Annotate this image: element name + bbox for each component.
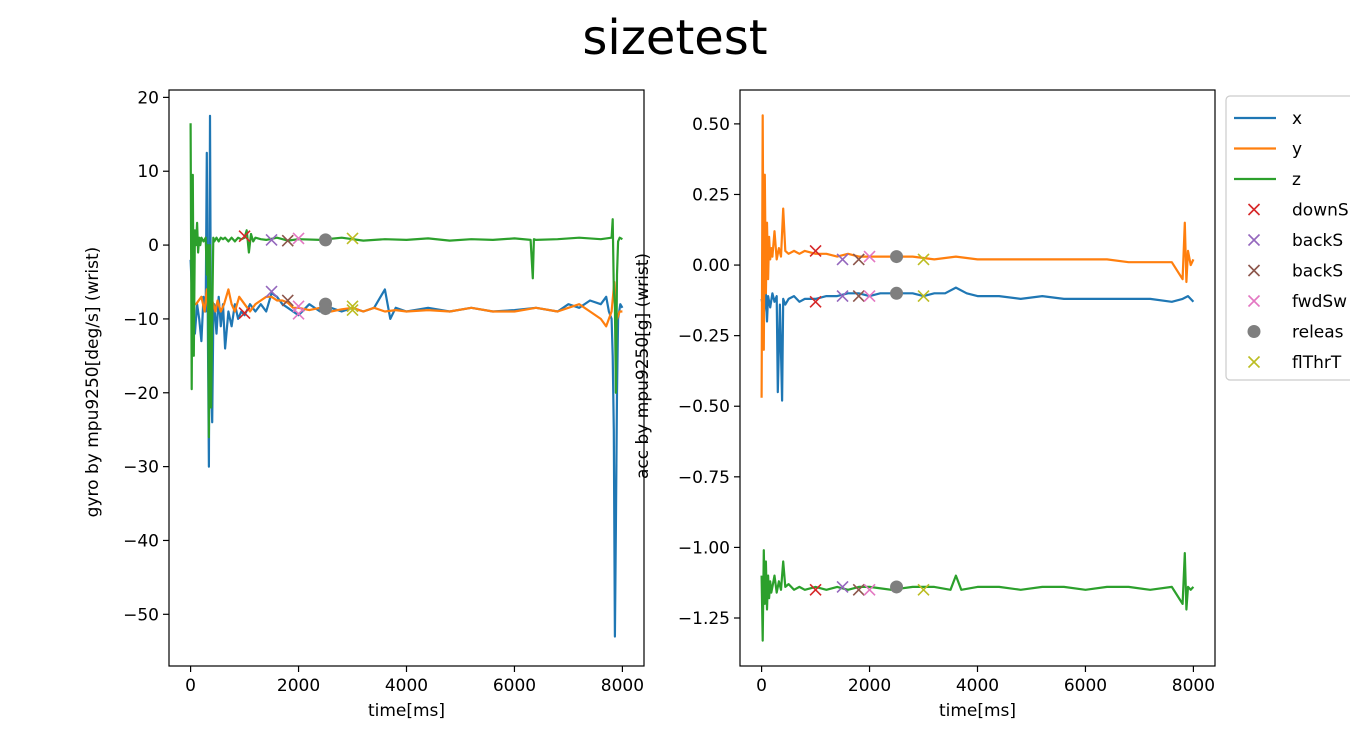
series-line-z bbox=[189, 123, 623, 439]
event-marker-releas bbox=[890, 286, 904, 300]
series-line-x bbox=[760, 286, 1195, 402]
legend-label: downS bbox=[1292, 201, 1349, 221]
figure-title: sizetest bbox=[582, 10, 767, 66]
event-marker-backS bbox=[836, 290, 849, 303]
gyro-plot: 0 2000 4000 6000 8000 20 10 0 −10 −20 −30 −40 −50 tim… bbox=[83, 88, 645, 721]
x-tick-label: 4000 bbox=[956, 676, 999, 696]
y-tick-label: −0.75 bbox=[678, 468, 730, 488]
event-marker-fwdSw bbox=[292, 307, 305, 320]
event-marker-fwdSw bbox=[863, 290, 876, 303]
event-marker-downS bbox=[809, 295, 822, 308]
legend-box bbox=[1225, 95, 1350, 381]
x-tick-label: 8000 bbox=[601, 676, 644, 696]
y-tick-label: −10 bbox=[123, 310, 159, 330]
legend-label: x bbox=[1292, 109, 1302, 129]
y-tick-label: −0.25 bbox=[678, 327, 730, 347]
legend: xyz downS backS backS fwdSw releas flThrT bbox=[1225, 95, 1350, 381]
series-line-x bbox=[189, 114, 624, 638]
event-marker-downS bbox=[238, 230, 251, 243]
plot-area bbox=[760, 114, 1195, 642]
y-tick-label: 10 bbox=[137, 162, 159, 182]
y-tick-label: 0.50 bbox=[692, 115, 730, 135]
y-tick-label: −30 bbox=[123, 458, 159, 478]
series-line-y bbox=[190, 280, 623, 328]
y-tick-label: 0.00 bbox=[692, 256, 730, 276]
x-axis-label: time[ms] bbox=[368, 701, 445, 721]
event-marker-downS bbox=[809, 244, 822, 258]
axes-frame bbox=[168, 89, 645, 667]
x-tick-label: 6000 bbox=[493, 676, 536, 696]
event-marker-fwdSw bbox=[863, 583, 876, 596]
axes-frame bbox=[739, 89, 1216, 667]
legend-label: backS bbox=[1292, 262, 1343, 282]
legend-label: flThrT bbox=[1292, 353, 1342, 373]
event-marker-backS bbox=[265, 233, 278, 246]
series-line-z bbox=[760, 549, 1195, 642]
event-marker-backS bbox=[852, 290, 865, 303]
plot-area bbox=[189, 114, 624, 638]
legend-label: releas bbox=[1292, 323, 1344, 343]
event-marker-flThrT bbox=[917, 583, 930, 596]
event-marker-releas bbox=[319, 233, 333, 247]
event-marker-fwdSw bbox=[863, 250, 876, 263]
event-marker-releas bbox=[890, 580, 904, 594]
legend-label: fwdSw bbox=[1292, 292, 1347, 312]
y-tick-label: −1.25 bbox=[678, 609, 730, 629]
event-marker-backS bbox=[852, 583, 865, 596]
legend-swatch bbox=[1247, 203, 1261, 216]
event-marker-releas bbox=[890, 250, 904, 264]
legend-swatch bbox=[1247, 325, 1261, 338]
legend-label: y bbox=[1292, 140, 1302, 160]
x-tick-label: 0 bbox=[756, 676, 767, 696]
x-tick-label: 4000 bbox=[385, 676, 428, 696]
event-marker-flThrT bbox=[917, 290, 930, 303]
event-marker-flThrT bbox=[346, 303, 359, 317]
event-marker-backS bbox=[852, 253, 865, 266]
event-marker-downS bbox=[238, 306, 251, 320]
legend-swatch bbox=[1247, 355, 1261, 369]
event-marker-backS bbox=[836, 580, 849, 594]
legend-swatch bbox=[1247, 264, 1261, 277]
event-marker-releas bbox=[319, 302, 333, 316]
event-marker-fwdSw bbox=[292, 232, 305, 245]
y-tick-label: −20 bbox=[123, 384, 159, 404]
x-tick-label: 6000 bbox=[1064, 676, 1107, 696]
x-tick-label: 8000 bbox=[1172, 676, 1215, 696]
y-tick-label: −50 bbox=[123, 605, 159, 625]
x-tick-label: 2000 bbox=[848, 676, 891, 696]
event-marker-backS bbox=[281, 294, 294, 307]
event-marker-backS bbox=[836, 253, 849, 266]
y-tick-label: 0 bbox=[148, 236, 159, 256]
y-tick-label: 20 bbox=[137, 88, 159, 108]
legend-swatch bbox=[1247, 294, 1261, 308]
y-axis-label: acc by mpu9250[g] (wrist) bbox=[633, 253, 653, 479]
event-marker-downS bbox=[809, 583, 822, 596]
y-tick-label: −1.00 bbox=[678, 538, 730, 558]
event-marker-backS bbox=[281, 234, 294, 247]
y-tick-label: 0.25 bbox=[692, 185, 730, 205]
event-marker-flThrT bbox=[917, 253, 930, 266]
y-axis-label: gyro by mpu9250[deg/s] (wrist) bbox=[83, 247, 103, 518]
x-tick-label: 0 bbox=[185, 676, 196, 696]
y-tick-label: −40 bbox=[123, 531, 159, 551]
series-line-y bbox=[760, 114, 1195, 398]
y-tick-label: −0.50 bbox=[678, 397, 730, 417]
event-marker-flThrT bbox=[346, 232, 359, 245]
event-marker-flThrT bbox=[346, 300, 359, 313]
event-marker-backS bbox=[265, 285, 278, 298]
legend-swatch bbox=[1247, 233, 1261, 247]
x-tick-label: 2000 bbox=[277, 676, 320, 696]
legend-label: backS bbox=[1292, 231, 1343, 251]
acc-plot: 0 2000 4000 6000 8000 0.50 0.25 0.00 −0.25 −0.50 −… bbox=[633, 89, 1216, 721]
x-axis-label: time[ms] bbox=[939, 701, 1016, 721]
legend-label: z bbox=[1292, 170, 1301, 190]
